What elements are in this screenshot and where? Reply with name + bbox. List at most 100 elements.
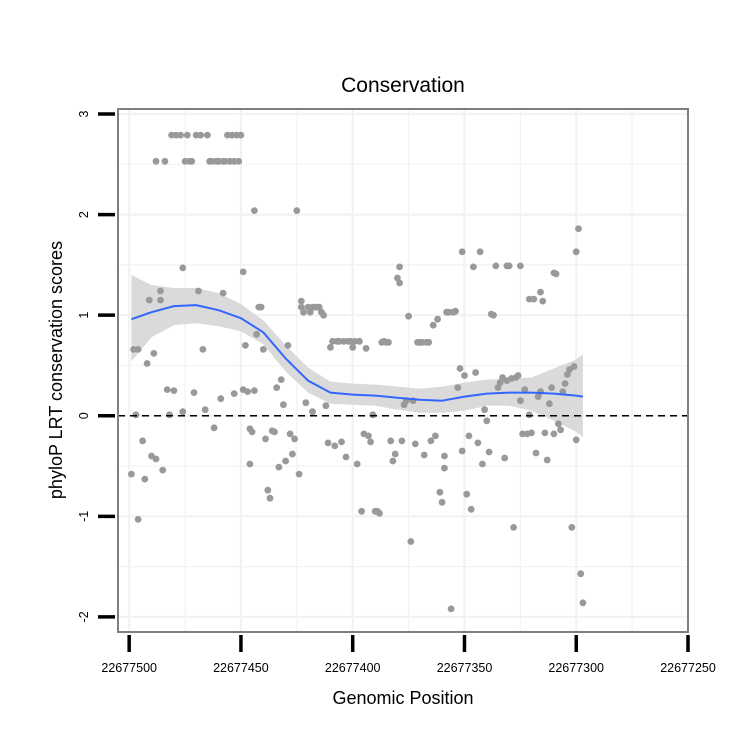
data-point bbox=[302, 399, 310, 407]
data-point bbox=[127, 470, 135, 478]
data-point bbox=[275, 463, 283, 471]
data-point bbox=[568, 524, 576, 531]
data-point bbox=[163, 386, 171, 393]
chart-title: Conservation bbox=[341, 74, 465, 97]
data-point bbox=[365, 432, 372, 440]
data-point bbox=[387, 437, 395, 445]
data-point bbox=[470, 263, 477, 271]
x-tick-label: 22677300 bbox=[548, 661, 604, 675]
data-point bbox=[327, 344, 334, 351]
data-point bbox=[427, 437, 435, 445]
x-tick-label: 22677350 bbox=[437, 661, 493, 675]
data-point bbox=[199, 346, 207, 353]
data-point bbox=[143, 360, 151, 367]
y-tick-label: 1 bbox=[77, 312, 91, 319]
data-point bbox=[557, 426, 564, 434]
data-point bbox=[266, 494, 274, 502]
data-point bbox=[324, 439, 332, 447]
data-point bbox=[429, 321, 437, 329]
data-point bbox=[342, 453, 350, 461]
data-point bbox=[546, 400, 553, 408]
data-point bbox=[385, 338, 392, 346]
data-point bbox=[217, 395, 225, 403]
data-point bbox=[264, 486, 272, 494]
data-point bbox=[197, 131, 205, 139]
y-tick-label: 0 bbox=[77, 412, 91, 419]
y-axis-label: phyloP LRT conservation scores bbox=[46, 241, 66, 499]
data-point bbox=[289, 450, 296, 458]
panel-border bbox=[117, 108, 689, 633]
data-point bbox=[210, 424, 218, 432]
data-point bbox=[510, 524, 517, 531]
y-tick-label: 3 bbox=[77, 110, 91, 117]
x-axis-label: Genomic Position bbox=[332, 688, 473, 708]
panel-background bbox=[118, 109, 688, 632]
data-point bbox=[572, 248, 580, 256]
data-point bbox=[239, 268, 247, 276]
data-point bbox=[570, 363, 578, 370]
data-point bbox=[219, 289, 227, 297]
data-point bbox=[472, 369, 479, 376]
data-point bbox=[132, 411, 140, 419]
data-point bbox=[251, 387, 258, 394]
data-point bbox=[528, 429, 535, 437]
data-point bbox=[501, 454, 509, 462]
data-point bbox=[204, 131, 211, 139]
y-axis: 3 2 1 0 -1 -2 bbox=[77, 110, 115, 622]
data-point bbox=[179, 408, 187, 416]
data-point bbox=[579, 599, 587, 607]
data-point bbox=[369, 411, 377, 419]
data-point bbox=[179, 264, 187, 272]
data-point bbox=[237, 131, 245, 139]
data-point bbox=[161, 157, 169, 165]
data-point bbox=[358, 507, 365, 515]
data-point bbox=[195, 287, 202, 295]
data-point bbox=[458, 248, 466, 256]
data-point bbox=[420, 451, 428, 459]
data-point bbox=[407, 538, 415, 545]
data-point bbox=[456, 365, 464, 372]
data-point bbox=[157, 287, 164, 295]
data-point bbox=[291, 435, 298, 443]
data-point bbox=[447, 605, 455, 613]
data-point bbox=[492, 262, 500, 270]
data-point bbox=[485, 448, 493, 456]
data-point bbox=[297, 303, 305, 311]
data-point bbox=[467, 505, 475, 513]
y-tick-label: 2 bbox=[77, 211, 91, 218]
data-point bbox=[253, 330, 260, 338]
data-point bbox=[248, 428, 256, 436]
data-point bbox=[530, 295, 538, 303]
data-point bbox=[441, 452, 448, 460]
data-point bbox=[259, 346, 267, 353]
data-point bbox=[188, 157, 196, 165]
data-point bbox=[356, 337, 363, 345]
data-point bbox=[309, 408, 316, 416]
data-point bbox=[411, 440, 419, 448]
data-point bbox=[159, 466, 167, 474]
y-tick-label: -2 bbox=[77, 611, 91, 622]
data-point bbox=[483, 417, 491, 425]
data-point bbox=[425, 338, 433, 346]
data-point bbox=[479, 460, 486, 468]
data-point bbox=[521, 386, 529, 393]
data-point bbox=[432, 432, 439, 440]
data-point bbox=[555, 420, 562, 428]
data-point bbox=[476, 248, 484, 256]
data-point bbox=[525, 411, 533, 419]
data-point bbox=[338, 438, 345, 446]
data-point bbox=[297, 297, 305, 305]
data-point bbox=[541, 429, 549, 437]
data-point bbox=[251, 207, 258, 215]
data-point bbox=[353, 460, 361, 468]
data-point bbox=[396, 279, 403, 287]
x-tick-label: 22677400 bbox=[325, 661, 381, 675]
data-point bbox=[514, 372, 522, 379]
data-point bbox=[362, 345, 370, 352]
data-point bbox=[262, 435, 269, 443]
data-point bbox=[543, 456, 551, 464]
data-point bbox=[271, 428, 278, 436]
smooth-trend-line bbox=[131, 304, 584, 402]
data-point bbox=[539, 297, 547, 305]
